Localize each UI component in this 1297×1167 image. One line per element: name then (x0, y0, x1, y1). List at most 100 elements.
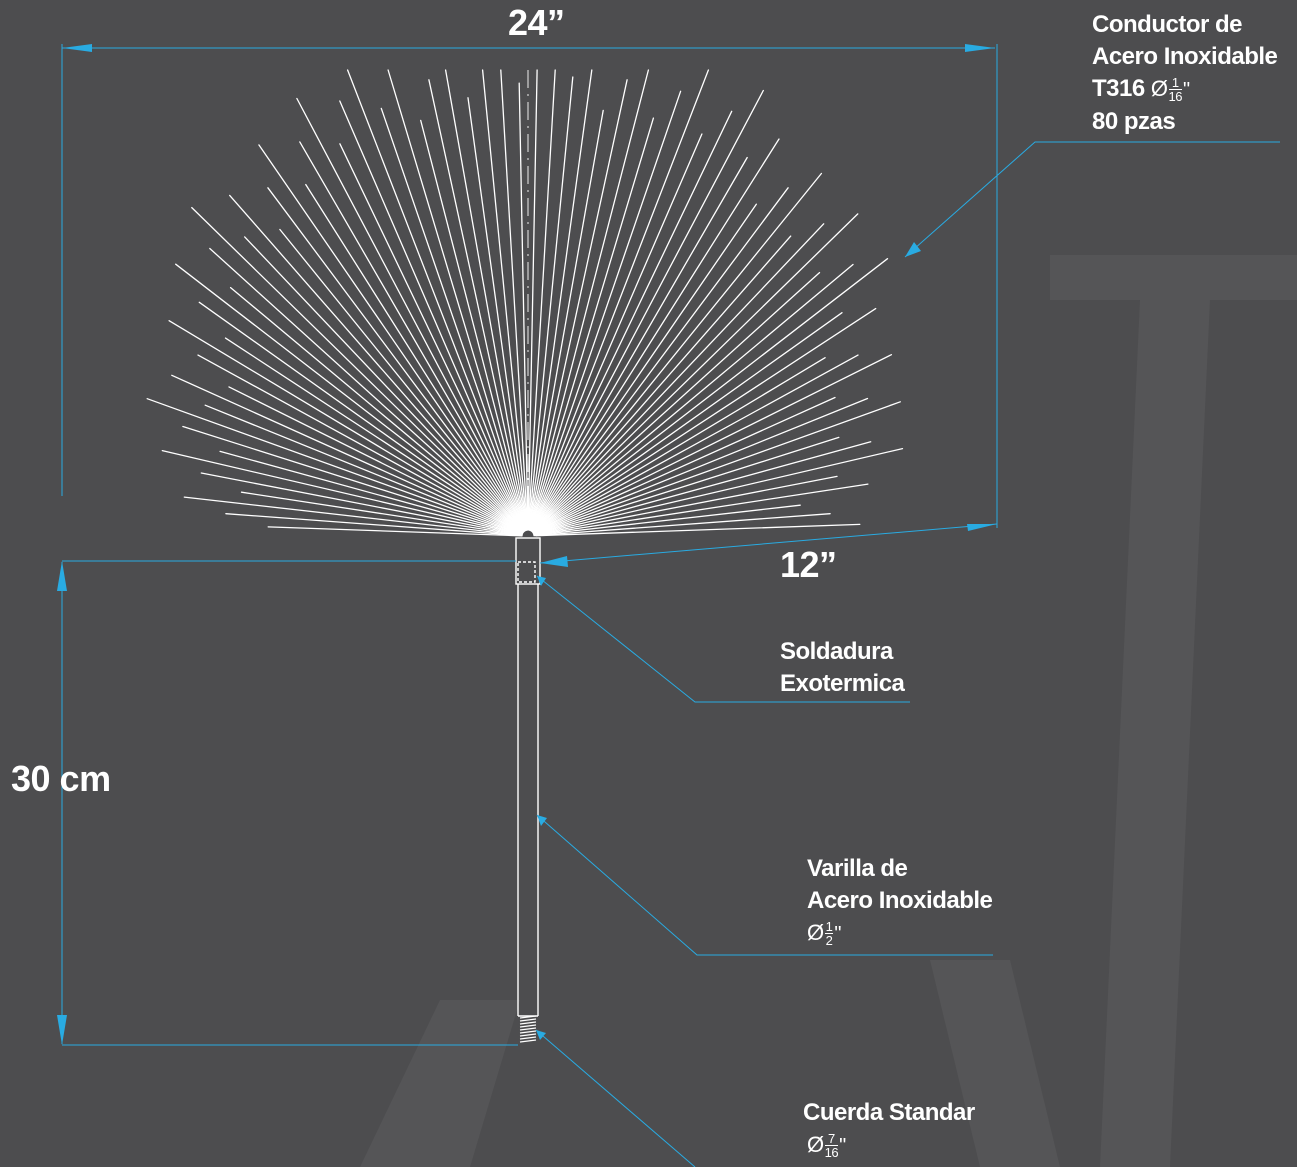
conductor-wire (530, 69, 710, 530)
conductor-wire (380, 107, 527, 530)
conductor-wire (168, 320, 522, 533)
conductor-wire (279, 228, 524, 531)
dimension-lines (61, 44, 1280, 1167)
dimension-arrows (57, 44, 997, 1045)
conductor-line1: Conductor de (1092, 11, 1243, 38)
conductor-wire (204, 404, 524, 535)
thread-tooth (519, 1039, 537, 1043)
conductor-wire (346, 69, 527, 532)
conductor-wire (224, 337, 521, 532)
diameter-symbol: Ø (807, 920, 824, 945)
conductor-wire (229, 194, 525, 533)
conductor-wire (532, 396, 836, 535)
conductor-wire (533, 436, 840, 535)
conductor-wire (535, 263, 854, 531)
thread-tooth (519, 1018, 537, 1022)
conductor-line2: Acero Inoxidable (1092, 43, 1278, 70)
conductor-wire (533, 312, 843, 533)
conductor-wires (146, 69, 904, 537)
conductor-wire (240, 491, 523, 536)
thread-tooth (519, 1027, 537, 1031)
thread-diameter: Ø 7 16 " (807, 1131, 846, 1161)
conductor-wire (244, 236, 522, 530)
conductor-wire (531, 213, 859, 533)
rod-line2: Acero Inoxidable (807, 887, 993, 914)
conductor-wire (444, 69, 527, 527)
conductor-wire (387, 69, 526, 528)
conductor-wire (536, 401, 901, 534)
conductor-wire (197, 354, 524, 534)
conductor-wire (537, 447, 904, 535)
height-dimension-label: 30 cm (11, 758, 111, 799)
conductor-grade: T316 (1092, 75, 1145, 102)
conductor-wire (225, 513, 521, 537)
conductor-wire (534, 223, 825, 530)
conductor-wire (532, 357, 826, 534)
conductor-wire (146, 398, 520, 534)
conductor-wire (535, 523, 861, 537)
diameter-symbol: Ø (1150, 76, 1168, 101)
diameter-symbol: Ø (807, 1132, 824, 1157)
conductor-wire (258, 144, 526, 532)
conductor-wire (198, 301, 524, 534)
conductor-wire (529, 110, 733, 532)
weld-line2: Exotermica (780, 670, 905, 697)
thread-tooth (519, 1021, 537, 1025)
conductor-wire (529, 69, 650, 529)
thread-tooth (519, 1036, 537, 1040)
conductor-wire (531, 203, 757, 531)
conductor-count: 80 pzas (1092, 108, 1176, 135)
conductor-wire (535, 307, 877, 532)
rod-callout: Varilla de Acero Inoxidable Ø 1 2 " (807, 853, 993, 950)
conductor-wire (183, 496, 519, 536)
weld-callout: Soldadura Exotermica (780, 636, 905, 700)
conductor-wire (209, 247, 525, 533)
conductor-wire (518, 82, 529, 531)
conductor-wire (296, 97, 526, 532)
conductor-wire (171, 374, 522, 534)
conductor-wire (528, 79, 628, 531)
background-watermark (360, 255, 1297, 1167)
conductor-wire (537, 504, 801, 536)
conductor-wire (428, 79, 527, 529)
conductor-wire (531, 172, 823, 532)
conductor-wire (533, 271, 821, 532)
width-dimension-label: 24” (508, 2, 565, 43)
conductor-wire (536, 354, 893, 533)
conductor-wire (535, 441, 872, 535)
conductor-wire (219, 450, 523, 536)
conductor-wire (481, 69, 528, 529)
conductor-fraction: 1 16 (1168, 75, 1182, 105)
thread-tooth (519, 1033, 537, 1037)
conductor-wire (228, 386, 520, 533)
rod-diameter: Ø 1 2 " (807, 919, 841, 949)
conductor-wire (467, 97, 528, 531)
conductor-wire (528, 69, 593, 529)
conductor-wire (533, 513, 831, 537)
conductor-wire (534, 397, 869, 534)
conductor-wire (191, 206, 523, 532)
weld-joint (515, 537, 541, 585)
conductor-wire (533, 475, 838, 536)
thread-tooth (519, 1030, 537, 1034)
conductor-wire (267, 187, 523, 529)
conductor-wire (175, 263, 523, 532)
conductor-wire (532, 156, 748, 528)
rod-line1: Varilla de (807, 855, 908, 882)
conductor-wire (161, 449, 519, 535)
thread-line1: Cuerda Standar (803, 1099, 975, 1126)
conductor-wire (534, 354, 859, 533)
weld-line1: Soldadura (780, 638, 893, 665)
conductor-wire (229, 286, 521, 531)
conductor-wire (530, 117, 655, 528)
conductor-wire (529, 90, 682, 531)
conductor-wire (532, 258, 889, 533)
weld-inner (517, 561, 536, 583)
conductor-wire (529, 109, 604, 527)
conductor-wire (339, 100, 525, 528)
conductor-wire (531, 133, 703, 528)
conductor-wire (530, 138, 780, 532)
conductor-wire (420, 119, 528, 531)
thread-tooth (519, 1024, 537, 1028)
